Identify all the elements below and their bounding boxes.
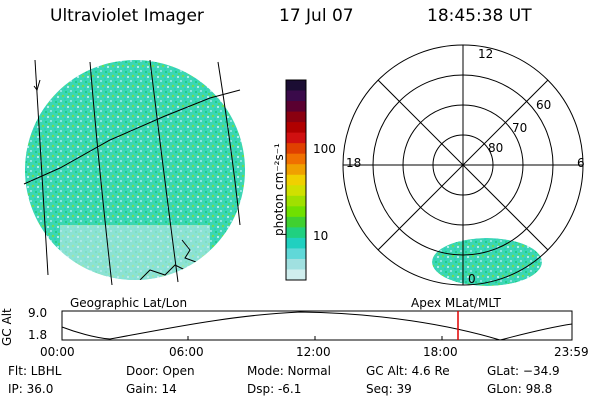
colorbar-unit-label: photon cm⁻²s⁻¹ <box>272 143 286 236</box>
colorbar-segment <box>286 153 306 165</box>
date-label: 17 Jul 07 <box>279 6 354 26</box>
status-gain: Gain: 14 <box>126 382 177 396</box>
north-arrow-icon <box>33 79 41 92</box>
geographic-image <box>23 59 245 286</box>
alt-tick-1-8: 1.8 <box>28 328 48 342</box>
time-tick-0600: 06:00 <box>169 345 204 359</box>
colorbar-segment <box>286 90 306 102</box>
colorbar-segment <box>286 216 306 228</box>
status-mode: Mode: Normal <box>247 364 331 378</box>
colorbar-segment <box>286 227 306 239</box>
time-label: 18:45:38 UT <box>427 6 532 26</box>
colorbar-segment <box>286 248 306 260</box>
mlt-label-18: 18 <box>346 156 362 170</box>
status-door: Door: Open <box>126 364 195 378</box>
colorbar-segment <box>286 164 306 176</box>
colorbar-segment <box>286 143 306 155</box>
alt-tick-9: 9.0 <box>28 306 48 320</box>
longitude-line <box>89 61 113 286</box>
status-glon: GLon: 98.8 <box>487 382 553 396</box>
status-filter: Flt: LBHL <box>8 364 62 378</box>
colorbar <box>286 80 306 281</box>
longitude-line <box>149 59 179 283</box>
mlt-label-0: 0 <box>468 272 476 286</box>
longitude-line <box>217 61 241 226</box>
mlt-label-12: 12 <box>478 47 494 61</box>
mlat-label-80: 80 <box>488 141 504 155</box>
colorbar-tick-10: 10 <box>313 229 329 243</box>
status-gc-alt: GC Alt: 4.6 Re <box>366 364 450 378</box>
colorbar-segment <box>286 132 306 144</box>
colorbar-tick-100: 100 <box>313 142 336 156</box>
mlt-label-6: 6 <box>577 156 585 170</box>
colorbar-segment <box>286 237 306 249</box>
latitude-line <box>23 89 241 185</box>
mlat-label-70: 70 <box>512 121 528 135</box>
apex-caption: Apex MLat/MLT <box>411 296 501 310</box>
time-tick-0000: 00:00 <box>40 345 75 359</box>
auroral-oval <box>432 238 542 286</box>
colorbar-segment <box>286 206 306 218</box>
status-seq: Seq: 39 <box>366 382 412 396</box>
colorbar-segment <box>286 258 306 270</box>
status-ip: IP: 36.0 <box>8 382 54 396</box>
colorbar-segment <box>286 80 306 92</box>
altitude-plot <box>61 310 573 341</box>
geographic-caption: Geographic Lat/Lon <box>70 296 188 310</box>
status-glat: GLat: −34.9 <box>487 364 560 378</box>
gc-alt-axis-label: GC Alt <box>0 308 14 346</box>
time-tick-2359: 23:59 <box>554 345 589 359</box>
instrument-title: Ultraviolet Imager <box>50 6 204 26</box>
colorbar-segment <box>286 269 306 281</box>
time-tick-1800: 18:00 <box>423 345 458 359</box>
colorbar-segment <box>286 122 306 134</box>
longitude-line <box>34 59 49 276</box>
colorbar-segment <box>286 195 306 207</box>
colorbar-segment <box>286 185 306 197</box>
colorbar-segment <box>286 111 306 123</box>
mlat-label-60: 60 <box>536 98 552 112</box>
polar-plot <box>342 44 584 286</box>
status-dsp: Dsp: -6.1 <box>247 382 302 396</box>
time-tick-1200: 12:00 <box>296 345 331 359</box>
colorbar-segment <box>286 101 306 113</box>
colorbar-segment <box>286 174 306 186</box>
